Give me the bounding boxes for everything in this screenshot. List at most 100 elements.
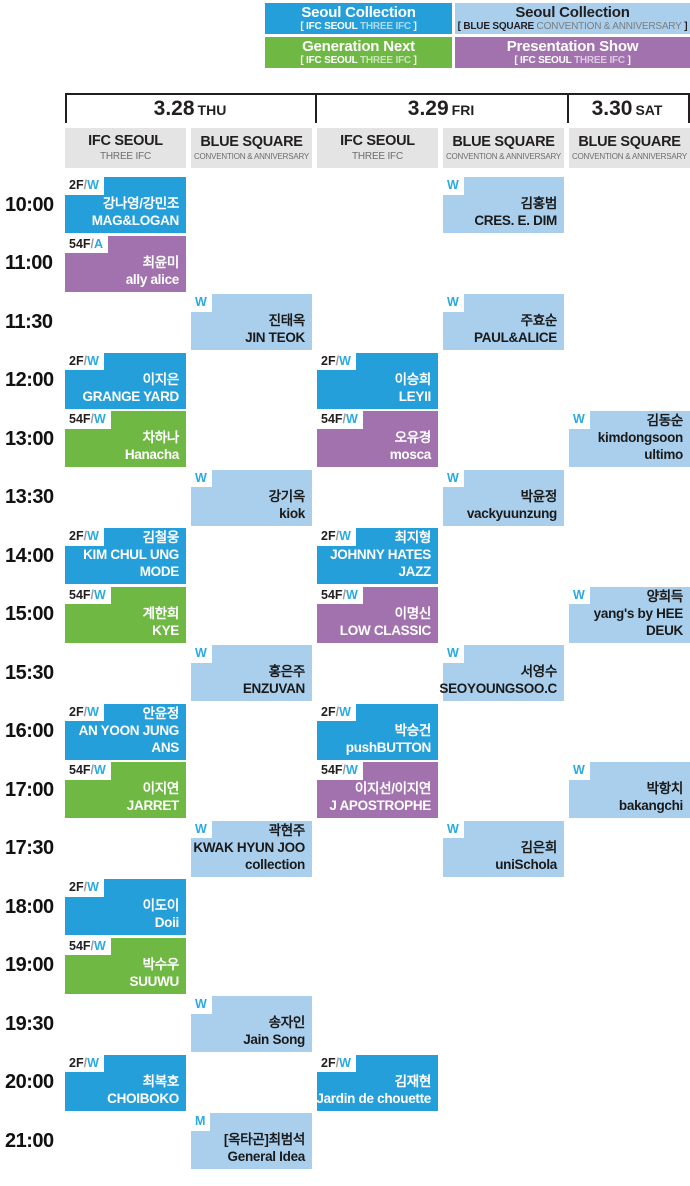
tag-letter: W [195, 821, 207, 836]
event-name-line: JOHNNY HATES [330, 547, 431, 562]
event-tag: 54F/W [65, 762, 111, 780]
tag-letter: W [339, 704, 351, 719]
event-tag: 54F/W [65, 937, 111, 955]
event-tag: W [443, 820, 464, 838]
event-box: W 주효순 PAUL&ALICE [443, 294, 564, 350]
event-box: 54F/W 이지선/이지연 J APOSTROPHE [317, 762, 438, 818]
event-tag: M [191, 1113, 211, 1131]
tag-slash: / [83, 880, 88, 894]
date-divider-line [567, 95, 569, 123]
event-name-line: AN YOON JUNG [78, 722, 180, 738]
event-name-line: Jardin de chouette [316, 1090, 431, 1106]
tag-slash: / [83, 704, 88, 719]
tag-floor: 2F [69, 880, 84, 894]
event-box: 2F/W 최복호 CHOIBOKO [65, 1054, 186, 1111]
date-divider-line [315, 95, 317, 123]
event-tag: W [191, 294, 212, 312]
tag-floor: 54F [321, 763, 343, 777]
event-name-line: 양희득 [646, 588, 684, 604]
event-box: W 곽현주 KWAK HYUN JOO collection [191, 820, 312, 877]
tag-floor: 2F [69, 1055, 84, 1070]
venue-name: BLUE SQUARE [452, 134, 555, 151]
tag-floor: 2F [321, 704, 336, 719]
legend-title: Seoul Collection [301, 4, 416, 21]
event-box: W 서영수 SEOYOUNGSOO.C [439, 645, 564, 701]
legend-title: Presentation Show [506, 38, 639, 55]
event-name-line: 송자인 [268, 1015, 306, 1030]
tag-letter: W [87, 529, 99, 543]
event-name-line: Jain Song [243, 1032, 305, 1047]
date-header: 3.28 THU 3.29 FRI 3.30 SAT [65, 93, 690, 125]
time-label: 15:30 [5, 661, 54, 684]
event-tag: W [191, 469, 212, 487]
event-tag: W [443, 177, 464, 195]
tag-floor: 54F [69, 938, 91, 953]
tag-slash: / [90, 587, 95, 602]
event-name-line: 서영수 [520, 664, 558, 679]
event-tag: W [569, 762, 590, 780]
tag-letter: W [573, 587, 585, 602]
event-tag: W [191, 996, 212, 1014]
legend-venue-line: [ IFC SEOUL THREE IFC ] [300, 55, 417, 66]
event-name-line: kimdongsoon [597, 430, 684, 445]
tag-letter: W [195, 646, 207, 660]
event-name-line: 최복호 [142, 1073, 180, 1089]
event-tag: 54F/W [317, 762, 363, 780]
event-box: 2F/W 박승건 pushBUTTON [317, 703, 438, 760]
tag-letter: W [573, 412, 585, 426]
bracket-close: ] [410, 55, 417, 66]
bracket-open: [ [300, 55, 307, 66]
event-tag: 54F/W [65, 586, 111, 604]
event-name-line: JARRET [126, 798, 180, 813]
event-box: W 송자인 Jain Song [191, 996, 312, 1052]
tag-floor: 2F [321, 1055, 336, 1070]
tag-floor: 2F [321, 529, 336, 543]
event-name-line: 이지은 [142, 371, 180, 387]
legend-venue-line: [ IFC SEOUL THREE IFC ] [514, 55, 631, 66]
event-box: 54F/W 박수우 SUUWU [65, 937, 186, 994]
tag-floor: 54F [69, 763, 91, 777]
legend-item: Seoul Collection[ IFC SEOUL THREE IFC ] [265, 3, 452, 34]
tag-slash: / [335, 704, 340, 719]
event-box: W 김은희 uniSchola [443, 820, 564, 877]
event-box: 2F/W 강나영/강민조 MAG&LOGAN [65, 177, 186, 233]
time-label: 17:30 [5, 837, 54, 860]
event-name-line: KYE [152, 622, 179, 638]
time-label: 18:00 [5, 895, 54, 918]
event-name-line: 이승희 [394, 371, 432, 387]
event-name-line: 김재현 [394, 1073, 432, 1089]
venue-header: IFC SEOUL THREE IFC [65, 128, 186, 168]
event-box: M [옥타곤]최범석 General Idea [191, 1113, 312, 1169]
venue-detail: THREE IFC [100, 150, 151, 162]
tag-slash: / [83, 529, 88, 543]
tag-floor: 54F [69, 236, 91, 251]
event-box: W 양희득 yang's by HEE DEUK [569, 586, 690, 643]
event-name-line: 이지연 [142, 781, 180, 796]
tag-letter: W [447, 646, 459, 660]
event-name-line: Hanacha [124, 447, 179, 462]
event-name-line: KWAK HYUN JOO [193, 839, 305, 855]
event-name-line: 차하나 [142, 430, 180, 445]
legend-venue-detail: THREE IFC [571, 55, 625, 66]
event-box: W 김홍범 CRES. E. DIM [443, 177, 564, 233]
tag-letter: W [87, 880, 99, 894]
tag-letter: W [573, 763, 585, 777]
venue-name: BLUE SQUARE [200, 134, 303, 151]
event-name-line: 김홍범 [520, 196, 558, 211]
event-name-line: LEYII [398, 388, 432, 404]
tag-letter: W [346, 412, 358, 426]
event-box: 2F/W 최지형 JOHNNY HATES JAZZ [317, 528, 438, 584]
time-label: 15:00 [5, 603, 54, 626]
tag-slash: / [90, 938, 95, 953]
venue-header: BLUE SQUARE CONVENTION & ANNIVERSARY [443, 128, 564, 168]
event-name-line: 최지형 [394, 530, 432, 545]
event-tag: 2F/W [65, 703, 104, 721]
event-name-line: 이지선/이지연 [354, 781, 431, 796]
event-tag: 54F/W [317, 586, 363, 604]
event-box: W 박윤정 vackyuunzung [443, 469, 564, 526]
event-name-line: J APOSTROPHE [329, 798, 431, 813]
legend-title: Generation Next [302, 38, 415, 55]
event-name-line: PAUL&ALICE [474, 330, 557, 345]
bracket-close: ] [410, 21, 417, 32]
